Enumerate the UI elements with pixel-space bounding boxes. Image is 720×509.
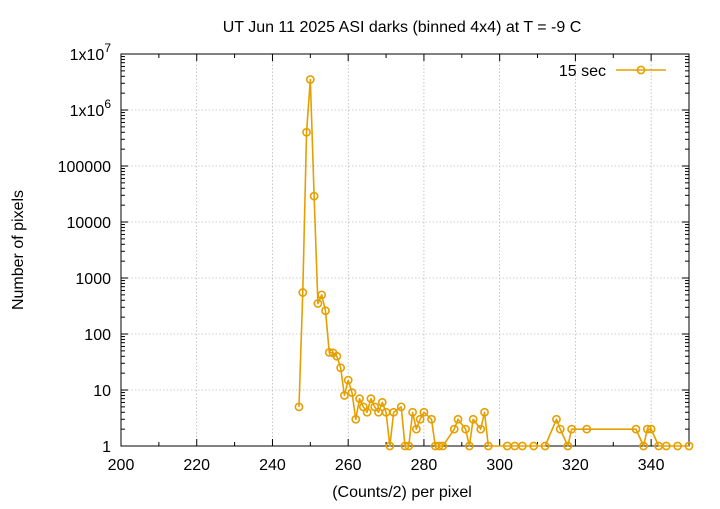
data-point: [351, 414, 361, 424]
x-tick-label: 220: [183, 457, 210, 474]
y-tick-label: 10: [93, 383, 111, 400]
data-point: [377, 398, 387, 407]
y-tick-label-exponent: 6: [104, 97, 111, 111]
data-point: [639, 441, 648, 451]
y-tick-label-base: 1x10: [70, 103, 105, 120]
axis-ticks: 200 220 240 260 280 300 320 340 1 10 100 1000 10000 1…: [58, 41, 689, 474]
x-tick-label: 320: [562, 457, 589, 474]
data-point: [411, 424, 421, 434]
y-tick-label: 1: [102, 439, 111, 456]
data-point: [438, 441, 448, 451]
y-tick-label-exponent: 7: [104, 41, 111, 55]
data-point: [385, 441, 395, 451]
data-point: [673, 441, 683, 451]
data-point: [404, 441, 414, 451]
chart-title: UT Jun 11 2025 ASI darks (binned 4x4) at…: [223, 19, 582, 36]
data-point: [362, 407, 372, 417]
data-point: [389, 407, 399, 417]
data-point: [555, 424, 565, 434]
x-tick-label: 260: [335, 457, 362, 474]
data-point: [646, 424, 656, 434]
x-tick-label: 340: [638, 457, 665, 474]
y-tick-label-base: 100: [84, 327, 111, 344]
data-point: [631, 424, 641, 434]
data-point: [305, 75, 315, 84]
data-point: [529, 441, 539, 451]
data-point: [400, 441, 410, 451]
y-tick-label-base: 1x10: [70, 47, 105, 64]
data-point: [309, 191, 319, 201]
data-point: [313, 299, 323, 308]
data-point: [449, 424, 459, 434]
x-tick-label: 200: [108, 457, 135, 474]
series-line-15-sec: [298, 78, 689, 447]
legend-label-15-sec: 15 sec: [559, 63, 606, 80]
data-point: [294, 402, 304, 412]
data-point: [366, 394, 376, 404]
data-point: [483, 441, 493, 451]
data-point: [408, 407, 417, 417]
y-tick-label: 1x107: [70, 41, 112, 64]
x-tick-label: 300: [486, 457, 513, 474]
data-point: [642, 424, 652, 434]
series-layer: [294, 75, 694, 451]
data-point: [567, 424, 577, 434]
data-point: [336, 363, 346, 373]
data-point: [302, 127, 311, 137]
data-point: [324, 347, 334, 357]
data-point: [480, 407, 489, 417]
legend-marker: [636, 65, 646, 75]
data-point: [298, 288, 308, 297]
y-tick-label: 100: [84, 327, 111, 344]
data-point: [684, 441, 694, 451]
data-point: [419, 407, 429, 417]
plot-frame: [120, 53, 690, 447]
x-axis-label: (Counts/2) per pixel: [332, 484, 472, 501]
y-tick-label-base: 10000: [67, 215, 112, 232]
data-point: [321, 306, 330, 316]
data-point: [396, 402, 406, 412]
data-point: [582, 424, 592, 434]
y-axis-label: Number of pixels: [10, 190, 27, 310]
y-tick-label-base: 1000: [75, 271, 111, 288]
grid: [121, 54, 689, 446]
data-point: [332, 351, 342, 361]
data-point: [415, 414, 425, 424]
y-tick-label-base: 10: [93, 383, 111, 400]
data-point: [563, 441, 573, 451]
y-tick-label: 100000: [58, 159, 111, 176]
y-tick-label: 1x106: [70, 97, 112, 120]
data-point: [540, 441, 550, 451]
data-point: [476, 424, 486, 434]
data-point: [340, 391, 349, 400]
y-tick-label: 1000: [75, 271, 111, 288]
data-point: [517, 441, 527, 451]
data-point: [434, 441, 444, 451]
data-point: [464, 441, 474, 451]
data-point: [427, 414, 436, 424]
x-tick-label: 240: [259, 457, 286, 474]
y-tick-label-base: 100000: [58, 159, 111, 176]
data-point: [453, 414, 463, 424]
data-point: [552, 414, 561, 424]
data-point: [355, 394, 364, 404]
y-tick-label-base: 1: [102, 439, 111, 456]
data-point: [317, 290, 327, 300]
data-point: [347, 388, 357, 397]
data-point: [461, 424, 470, 434]
x-tick-label: 280: [411, 457, 438, 474]
y-tick-label: 10000: [67, 215, 112, 232]
data-point: [661, 441, 671, 451]
data-point: [343, 375, 353, 385]
legend: 15 sec: [559, 63, 666, 80]
data-point: [468, 414, 478, 424]
